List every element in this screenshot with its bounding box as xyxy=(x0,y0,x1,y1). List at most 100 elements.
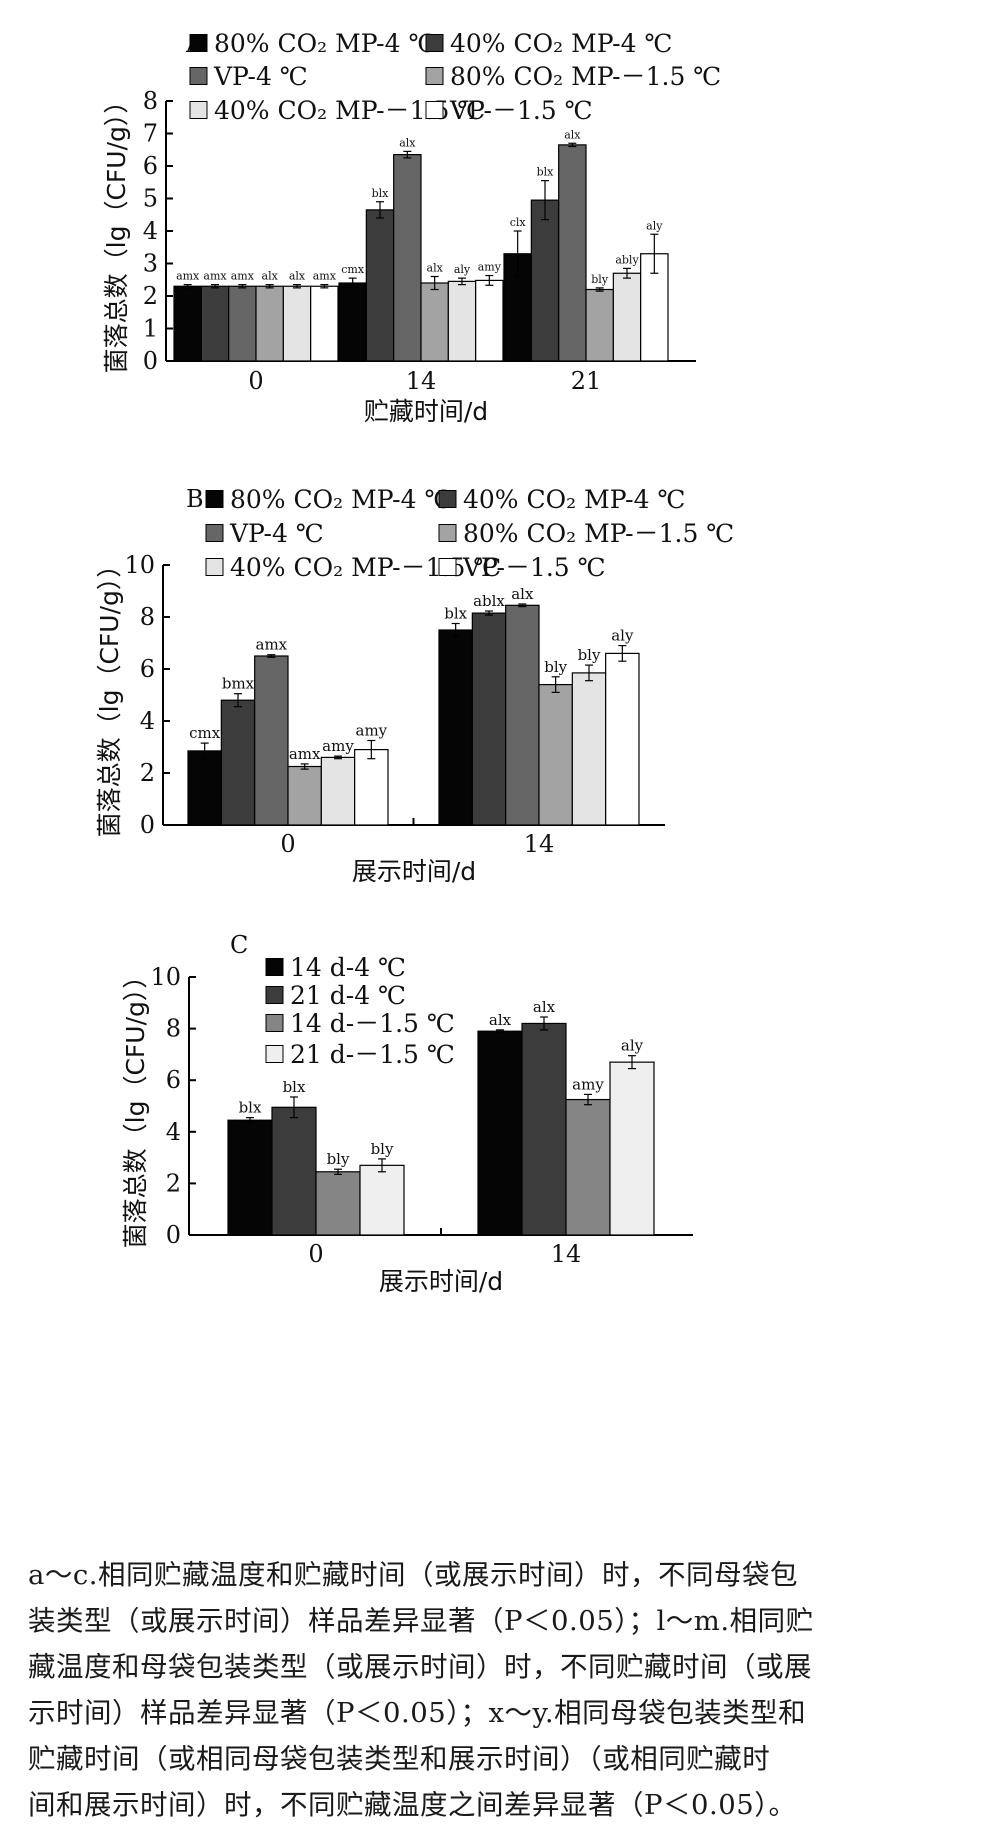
y-tick-label: 6 xyxy=(143,152,158,180)
bar xyxy=(359,1164,405,1236)
significance-label: blx xyxy=(372,187,390,200)
bar xyxy=(315,1171,361,1236)
significance-label: blx xyxy=(444,605,467,623)
bar xyxy=(338,282,367,362)
legend-label: 14 d-－1.5 ℃ xyxy=(290,1009,455,1038)
significance-label: bmx xyxy=(222,675,255,693)
y-tick-label: 6 xyxy=(140,655,155,683)
y-tick-label: 7 xyxy=(143,120,158,148)
legend-swatch xyxy=(205,558,224,576)
legend-item: 40% CO₂ MP-4 ℃ xyxy=(438,485,685,514)
legend-label: VP-－1.5 ℃ xyxy=(462,553,606,582)
x-tick-label: 0 xyxy=(248,367,263,395)
bar xyxy=(354,748,389,826)
legend-item: VP-－1.5 ℃ xyxy=(438,553,606,582)
legend-item: 14 d-－1.5 ℃ xyxy=(265,1009,455,1038)
significance-label: alx xyxy=(489,1011,512,1029)
bar xyxy=(538,683,573,826)
significance-label: alx xyxy=(427,262,444,275)
significance-label: alx xyxy=(511,585,534,603)
bar xyxy=(287,765,322,826)
significance-label: bly xyxy=(578,646,601,664)
significance-label: amx xyxy=(313,270,337,283)
bar xyxy=(271,1106,317,1236)
significance-label: clx xyxy=(510,216,527,229)
significance-label: amy xyxy=(322,737,354,755)
legend-label: 40% CO₂ MP-－1.5 ℃ xyxy=(230,553,501,582)
y-tick-label: 8 xyxy=(166,1015,181,1043)
significance-label: bly xyxy=(327,1150,350,1168)
legend-item: 80% CO₂ MP-－1.5 ℃ xyxy=(425,62,721,91)
significance-label: amy xyxy=(572,1075,604,1093)
legend-label: VP-4 ℃ xyxy=(229,519,324,548)
y-tick-label: 3 xyxy=(143,250,158,278)
panel-letter: C xyxy=(230,931,248,959)
x-axis-title: 展示时间/d xyxy=(352,857,476,886)
bar xyxy=(505,604,540,826)
legend-swatch xyxy=(265,986,284,1004)
significance-label: amy xyxy=(356,722,388,740)
significance-label: bly xyxy=(371,1140,394,1158)
y-tick-label: 5 xyxy=(143,185,158,213)
legend-label: 40% CO₂ MP-4 ℃ xyxy=(450,29,672,58)
significance-label: amx xyxy=(203,270,227,283)
significance-label: aly xyxy=(611,627,634,645)
bar xyxy=(612,272,642,362)
x-tick-label: 14 xyxy=(406,367,437,395)
bar xyxy=(447,280,477,362)
legend-label: 14 d-4 ℃ xyxy=(290,953,406,982)
legend-label: 21 d-－1.5 ℃ xyxy=(290,1040,455,1069)
chart-panel-a: A80% CO₂ MP-4 ℃40% CO₂ MP-4 ℃VP-4 ℃80% C… xyxy=(102,29,721,426)
significance-label: bly xyxy=(591,273,609,286)
legend-swatch xyxy=(205,490,224,508)
caption-line-4: 示时间）样品差异显著（P＜0.05）；x～y.相同母袋包装类型和 xyxy=(28,1697,807,1729)
caption-line-2: 装类型（或展示时间）样品差异显著（P＜0.05）；l～m.相同贮 xyxy=(28,1605,814,1637)
legend-item: 80% CO₂ MP-4 ℃ xyxy=(189,29,436,58)
bar xyxy=(471,612,507,826)
y-tick-label: 4 xyxy=(143,217,158,245)
legend-item: 21 d-4 ℃ xyxy=(265,981,406,1010)
legend-label: VP-4 ℃ xyxy=(213,62,308,91)
significance-label: amx xyxy=(289,745,321,763)
legend-swatch xyxy=(189,101,208,119)
legend-item: VP-4 ℃ xyxy=(205,519,324,548)
bar xyxy=(571,672,607,826)
legend-swatch xyxy=(265,958,284,976)
legend-label: 40% CO₂ MP-－1.5 ℃ xyxy=(214,96,485,125)
legend-item: 80% CO₂ MP-－1.5 ℃ xyxy=(438,519,734,548)
legend-item: VP-4 ℃ xyxy=(189,62,308,91)
legend-swatch xyxy=(425,101,444,119)
y-tick-label: 8 xyxy=(140,603,155,631)
bar xyxy=(393,154,422,362)
bar xyxy=(521,1022,567,1236)
bar xyxy=(187,750,222,826)
legend-label: 80% CO₂ MP-－1.5 ℃ xyxy=(463,519,734,548)
y-tick-label: 10 xyxy=(150,963,181,991)
panel-letter: B xyxy=(186,485,204,513)
x-tick-label: 21 xyxy=(571,367,602,395)
legend-swatch xyxy=(438,524,457,542)
bar xyxy=(605,652,640,826)
x-tick-label: 14 xyxy=(524,830,555,858)
y-axis-title: 菌落总数（lg（CFU/g）） xyxy=(121,964,150,1249)
x-tick-label: 0 xyxy=(280,830,295,858)
significance-label: ably xyxy=(615,253,639,266)
bar xyxy=(254,655,289,826)
significance-label: alx xyxy=(399,136,416,149)
legend-item: VP-－1.5 ℃ xyxy=(425,96,593,125)
figure-caption: a～c.相同贮藏温度和贮藏时间（或展示时间）时，不同母袋包 装类型（或展示时间）… xyxy=(28,1552,958,1828)
legend-swatch xyxy=(189,67,208,85)
bar xyxy=(438,629,473,826)
legend-item: 80% CO₂ MP-4 ℃ xyxy=(205,485,452,514)
significance-label: cmx xyxy=(189,724,221,742)
y-tick-label: 10 xyxy=(124,551,155,579)
caption-line-6: 间和展示时间）时，不同贮藏温度之间差异显著（P＜0.05）。 xyxy=(28,1789,797,1821)
legend-item: 21 d-－1.5 ℃ xyxy=(265,1040,455,1069)
legend-label: VP-－1.5 ℃ xyxy=(449,96,593,125)
significance-label: amx xyxy=(176,270,200,283)
bar xyxy=(310,285,339,362)
y-tick-label: 4 xyxy=(166,1118,181,1146)
bar xyxy=(585,288,614,362)
legend-swatch xyxy=(425,67,444,85)
y-axis-title: 菌落总数（lg（CFU/g）） xyxy=(95,553,124,838)
